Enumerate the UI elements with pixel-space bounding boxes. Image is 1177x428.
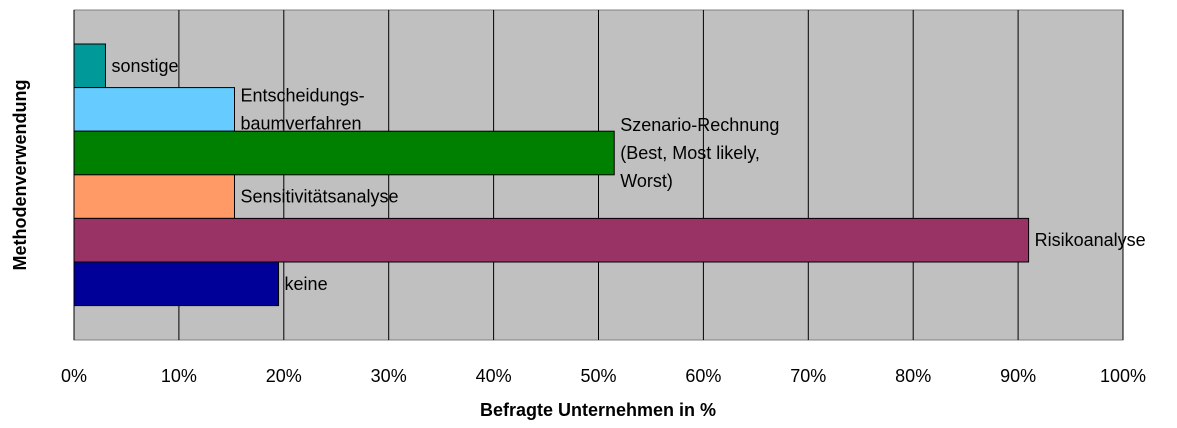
bar [73,87,235,132]
category-label: Sensitivitätsanalyse [240,187,398,207]
category-label: keine [285,274,328,294]
x-axis-title: Befragte Unternehmen in % [480,400,716,420]
category-label: sonstige [111,56,178,76]
category-label: Szenario-Rechnung (Best, Most likely, Wors… [620,115,779,191]
bar [73,217,1030,263]
bar [73,174,235,219]
x-tick-label: 20% [266,366,302,386]
x-tick-label: 10% [161,366,197,386]
y-axis-title: Methodenverwendung [10,79,30,270]
x-tick-label: 40% [476,366,512,386]
bar [73,261,280,307]
x-tick-label: 0% [61,366,87,386]
x-tick-label: 70% [790,366,826,386]
bar [73,130,615,176]
x-tick-label: 90% [1000,366,1036,386]
category-label: Entscheidungs-baumverfahren [240,85,364,133]
x-tick-label: 50% [580,366,616,386]
category-label: Risikoanalyse [1035,230,1146,250]
bar [73,43,106,89]
x-tick-label: 80% [895,366,931,386]
x-tick-label: 100% [1100,366,1146,386]
x-tick-label: 30% [371,366,407,386]
x-tick-label: 60% [685,366,721,386]
